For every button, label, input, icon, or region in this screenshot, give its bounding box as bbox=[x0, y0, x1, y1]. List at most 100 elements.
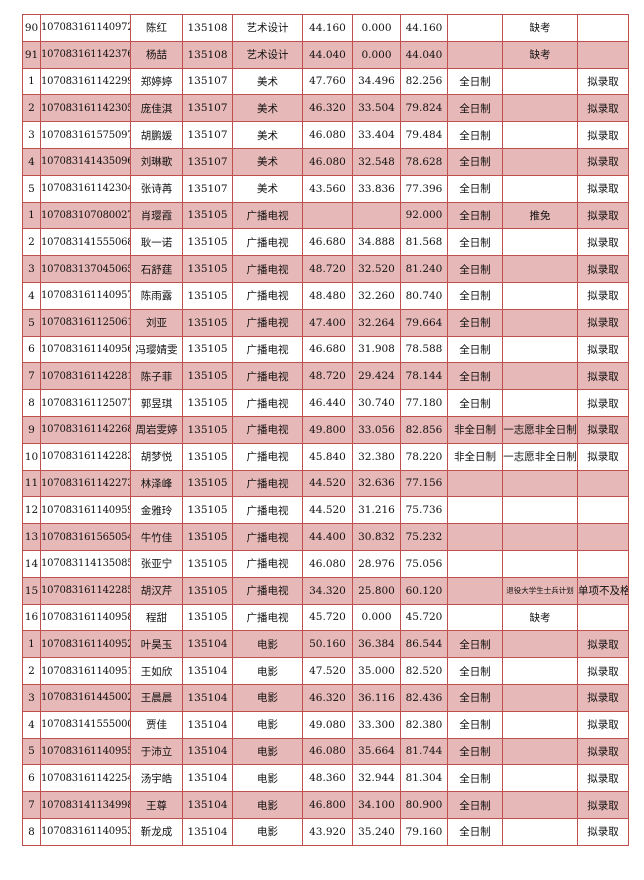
result-cell bbox=[577, 496, 629, 525]
total-score-cell: 44.040 bbox=[400, 40, 448, 69]
remark-cell: 一志愿非全日制 bbox=[502, 442, 578, 471]
total-score-cell: 82.520 bbox=[400, 657, 448, 685]
name-cell: 叶昊玉 bbox=[130, 630, 183, 659]
name-cell: 周岩雯婷 bbox=[130, 415, 183, 444]
total-score-cell: 86.544 bbox=[400, 630, 448, 659]
score-2-cell: 32.264 bbox=[352, 308, 401, 337]
total-score-cell: 77.156 bbox=[400, 469, 448, 498]
name-cell: 庞佳淇 bbox=[130, 94, 183, 123]
result-cell: 拟录取 bbox=[577, 415, 629, 444]
exam-id-cell: 107083161565054 bbox=[40, 523, 131, 551]
score-1-cell: 47.760 bbox=[302, 67, 353, 96]
score-1-cell: 48.360 bbox=[302, 764, 353, 793]
major-code-cell: 135105 bbox=[182, 469, 233, 498]
table-row: 3 107083161445002 王晨晨 135104 电影 46.320 36.116 8… bbox=[22, 683, 629, 712]
major-code-cell: 135105 bbox=[182, 228, 233, 257]
rank-cell: 90 bbox=[22, 14, 41, 42]
remark-cell bbox=[502, 281, 578, 310]
score-2-cell: 33.300 bbox=[352, 710, 401, 739]
total-score-cell: 75.056 bbox=[400, 549, 448, 578]
score-1-cell: 49.800 bbox=[302, 415, 353, 444]
remark-cell bbox=[502, 94, 578, 123]
study-mode-cell: 全日制 bbox=[447, 201, 503, 230]
name-cell: 刘琳歌 bbox=[130, 147, 183, 176]
exam-id-cell: 107083161142281 bbox=[40, 362, 131, 391]
remark-cell bbox=[502, 657, 578, 685]
major-code-cell: 135107 bbox=[182, 174, 233, 203]
name-cell: 胡鹏媛 bbox=[130, 121, 183, 149]
rank-cell: 3 bbox=[22, 121, 41, 149]
score-1-cell: 46.680 bbox=[302, 228, 353, 257]
remark-cell: 一志愿非全日制 bbox=[502, 415, 578, 444]
major-code-cell: 135104 bbox=[182, 630, 233, 659]
major-name-cell: 电影 bbox=[232, 737, 303, 766]
rank-cell: 15 bbox=[22, 576, 41, 605]
rank-cell: 10 bbox=[22, 442, 41, 471]
name-cell: 肖璎霞 bbox=[130, 201, 183, 230]
major-name-cell: 广播电视 bbox=[232, 308, 303, 337]
exam-id-cell: 107083161575097 bbox=[40, 121, 131, 149]
table-row: 9 107083161142268 周岩雯婷 135105 广播电视 49.800 33.0… bbox=[22, 415, 629, 444]
name-cell: 王晨晨 bbox=[130, 683, 183, 712]
name-cell: 胡梦悦 bbox=[130, 442, 183, 471]
exam-id-cell: 107083161140952 bbox=[40, 630, 131, 659]
score-2-cell: 33.056 bbox=[352, 415, 401, 444]
exam-id-cell: 107083161142254 bbox=[40, 764, 131, 793]
major-code-cell: 135107 bbox=[182, 121, 233, 149]
result-cell bbox=[577, 603, 629, 632]
rank-cell: 2 bbox=[22, 657, 41, 685]
exam-id-cell: 107083141555068 bbox=[40, 228, 131, 257]
exam-id-cell: 107083161140956 bbox=[40, 335, 131, 364]
major-name-cell: 美术 bbox=[232, 174, 303, 203]
major-code-cell: 135108 bbox=[182, 14, 233, 42]
score-2-cell: 34.100 bbox=[352, 791, 401, 819]
exam-id-cell: 107083107080027 bbox=[40, 201, 131, 230]
score-2-cell: 0.000 bbox=[352, 603, 401, 632]
result-cell bbox=[577, 549, 629, 578]
score-2-cell: 32.636 bbox=[352, 469, 401, 498]
table-row: 11 107083161142273 林泽峰 135105 广播电视 44.520 32.6… bbox=[22, 469, 629, 498]
score-1-cell bbox=[302, 201, 353, 230]
major-code-cell: 135105 bbox=[182, 415, 233, 444]
score-2-cell: 33.836 bbox=[352, 174, 401, 203]
major-name-cell: 电影 bbox=[232, 630, 303, 659]
table-row: 1 107083107080027 肖璎霞 135105 广播电视 92.000 全日制 推免… bbox=[22, 201, 629, 230]
major-code-cell: 135107 bbox=[182, 147, 233, 176]
study-mode-cell: 全日制 bbox=[447, 791, 503, 819]
total-score-cell: 78.588 bbox=[400, 335, 448, 364]
name-cell: 靳龙成 bbox=[130, 817, 183, 846]
rank-cell: 6 bbox=[22, 764, 41, 793]
result-cell: 拟录取 bbox=[577, 94, 629, 123]
remark-cell bbox=[502, 523, 578, 551]
result-cell: 拟录取 bbox=[577, 281, 629, 310]
major-code-cell: 135105 bbox=[182, 576, 233, 605]
remark-cell bbox=[502, 174, 578, 203]
major-name-cell: 广播电视 bbox=[232, 201, 303, 230]
result-cell bbox=[577, 40, 629, 69]
table-row: 15 107083161142285 胡汉芹 135105 广播电视 34.320 25.8… bbox=[22, 576, 629, 605]
major-code-cell: 135105 bbox=[182, 281, 233, 310]
table-row: 13 107083161565054 牛竹佳 135105 广播电视 44.400 30.8… bbox=[22, 523, 629, 551]
total-score-cell: 78.220 bbox=[400, 442, 448, 471]
remark-cell bbox=[502, 710, 578, 739]
study-mode-cell bbox=[447, 14, 503, 42]
remark-cell bbox=[502, 791, 578, 819]
name-cell: 牛竹佳 bbox=[130, 523, 183, 551]
remark-cell bbox=[502, 362, 578, 391]
score-1-cell: 48.480 bbox=[302, 281, 353, 310]
score-2-cell: 36.384 bbox=[352, 630, 401, 659]
total-score-cell: 79.664 bbox=[400, 308, 448, 337]
score-2-cell: 35.000 bbox=[352, 657, 401, 685]
total-score-cell: 75.736 bbox=[400, 496, 448, 525]
table-row: 12 107083161140959 金雅玲 135105 广播电视 44.520 31.2… bbox=[22, 496, 629, 525]
rank-cell: 1 bbox=[22, 630, 41, 659]
name-cell: 刘亚 bbox=[130, 308, 183, 337]
total-score-cell: 75.232 bbox=[400, 523, 448, 551]
score-1-cell: 49.080 bbox=[302, 710, 353, 739]
score-1-cell: 44.040 bbox=[302, 40, 353, 69]
score-1-cell: 46.800 bbox=[302, 791, 353, 819]
rank-cell: 8 bbox=[22, 389, 41, 417]
study-mode-cell bbox=[447, 603, 503, 632]
score-2-cell: 0.000 bbox=[352, 14, 401, 42]
result-cell: 拟录取 bbox=[577, 389, 629, 417]
